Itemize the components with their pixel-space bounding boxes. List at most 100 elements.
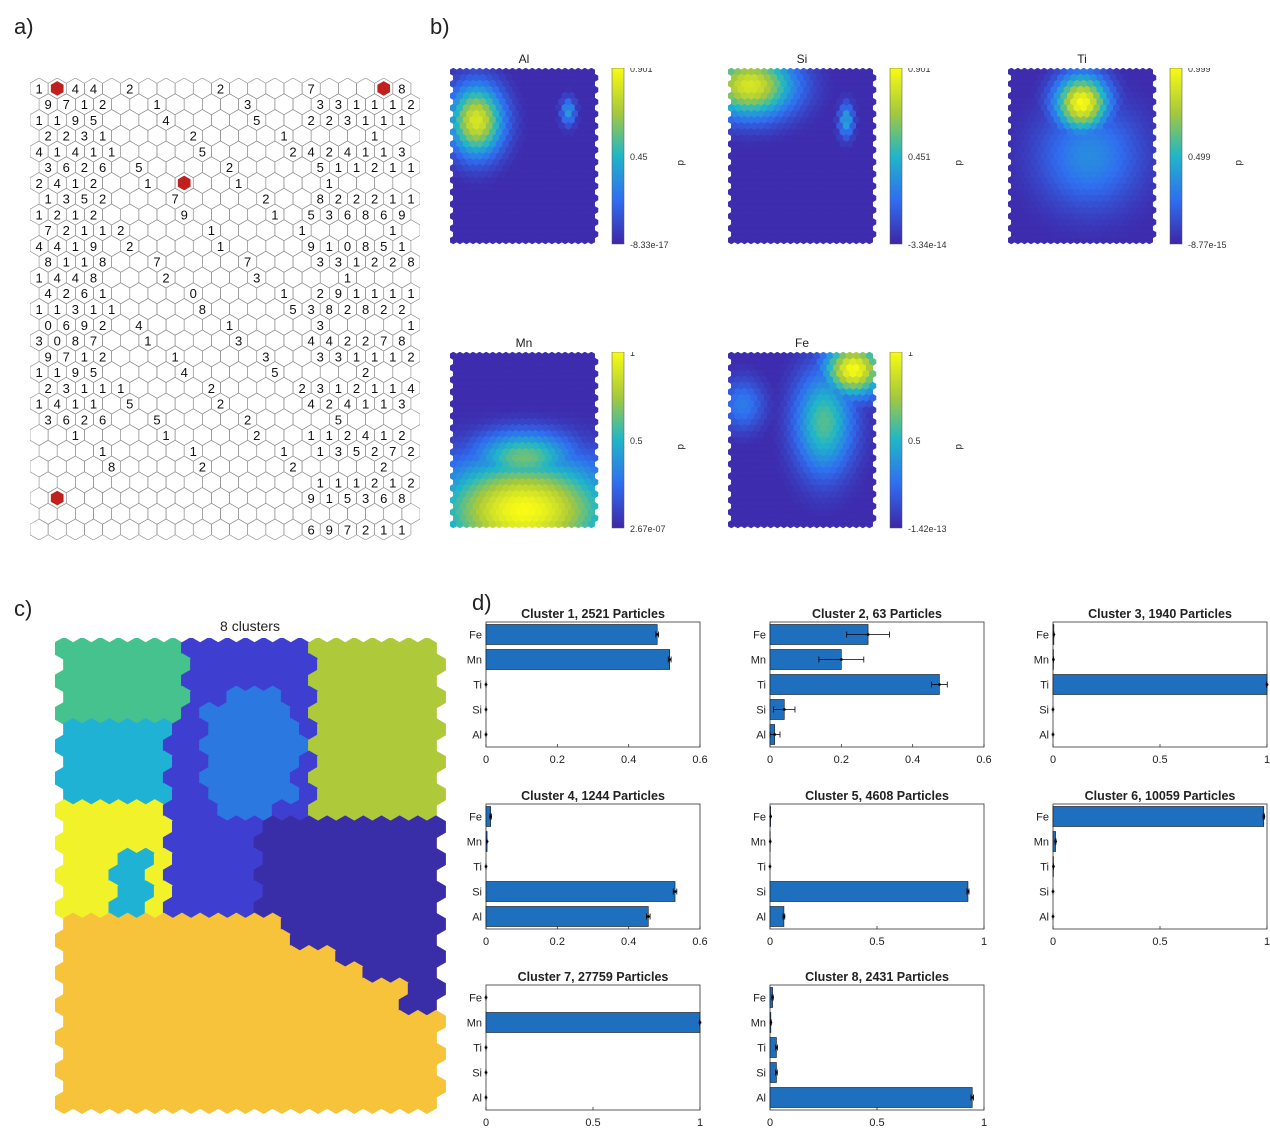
cluster-cell-c1	[144, 1058, 165, 1082]
cluster-cell-c1	[326, 1091, 347, 1115]
hit-count: 1	[389, 286, 396, 301]
hit-count: 6	[380, 207, 387, 222]
cluster-cell-c1	[235, 928, 256, 952]
cluster-cell-c2	[217, 896, 238, 920]
hex-cell	[147, 376, 167, 399]
colorbar-tick: -3.34e-14	[908, 240, 947, 250]
cluster-cell-c1	[262, 1042, 283, 1066]
panel-label-c: c)	[14, 596, 33, 621]
cluster-cell-c8	[389, 945, 410, 969]
cluster-cell-c2	[235, 669, 256, 693]
cluster-cell-c8	[380, 863, 401, 888]
cluster-cell-c1	[90, 1091, 111, 1115]
cluster-cell-c6	[398, 638, 419, 660]
hex-cell	[202, 187, 221, 210]
hex-cell	[229, 424, 248, 446]
cluster-cell-c1	[253, 1026, 274, 1050]
hex-cell	[165, 376, 185, 399]
hit-count: 9	[398, 207, 405, 222]
hex-cell	[38, 471, 58, 494]
hex-cell	[202, 282, 221, 305]
cluster-cell-c1	[144, 961, 165, 985]
cluster-cell-c2	[235, 831, 256, 855]
hex-cell	[165, 93, 185, 116]
cluster-cell-c1	[253, 993, 274, 1017]
hex-cell	[111, 282, 131, 305]
hit-count: 7	[344, 523, 351, 538]
hex-cell	[202, 156, 221, 179]
hex-cell	[192, 235, 212, 257]
hit-count: 1	[117, 381, 124, 396]
hit-count: 1	[335, 160, 342, 175]
cluster-cell-c8	[407, 945, 428, 969]
hit-count: 4	[45, 286, 52, 301]
cluster-cell-c7	[55, 896, 75, 920]
hex-cell	[138, 266, 158, 289]
cluster-cell-c8	[271, 863, 292, 888]
cluster-cell-c6	[425, 685, 446, 709]
hex-cell	[165, 124, 185, 147]
cluster-cell-c4	[153, 750, 174, 774]
cluster-cell-c6	[362, 669, 383, 693]
hit-count: 5	[335, 412, 342, 427]
cluster-cell-c8	[407, 815, 428, 839]
cluster-cell-c8	[344, 928, 365, 952]
cluster-cell-c5	[81, 685, 102, 709]
cluster-cell-c3	[253, 799, 274, 823]
cluster-cell-c8	[353, 912, 374, 936]
hex-cell	[265, 78, 285, 100]
hex-cell	[202, 93, 221, 116]
cluster-cell-c1	[153, 912, 174, 936]
cluster-cell-c1	[117, 1009, 138, 1033]
x-tick-label: 0.4	[621, 754, 636, 766]
hit-count: 1	[35, 113, 42, 128]
hit-count: 6	[63, 318, 70, 333]
cluster-cell-c6	[425, 750, 446, 774]
cluster-cell-c4	[63, 718, 84, 742]
hex-cell	[56, 439, 76, 462]
hex-cell	[338, 78, 357, 100]
category-label: Al	[756, 1093, 766, 1105]
cluster-cell-c1	[244, 1042, 265, 1066]
hex-cell	[120, 266, 140, 289]
cluster-cell-c2	[172, 782, 192, 806]
hex-cell	[256, 93, 276, 116]
cluster-cell-c1	[244, 1074, 265, 1098]
hit-count: 2	[398, 428, 405, 443]
cluster-cell-c2	[208, 685, 229, 709]
chart-title: Cluster 5, 4608 Particles	[805, 790, 949, 803]
hex-cell	[220, 408, 239, 431]
hex-cell	[102, 361, 121, 383]
cluster-cell-c8	[353, 880, 374, 904]
hit-count: 1	[35, 207, 42, 222]
hex-cell	[301, 361, 321, 383]
cluster-cell-c2	[190, 880, 211, 904]
cluster-cell-c1	[126, 1026, 147, 1050]
hit-count: 2	[362, 523, 369, 538]
cluster-cell-c6	[308, 766, 328, 790]
cluster-cell-c8	[353, 945, 374, 969]
cluster-cell-c1	[117, 912, 138, 936]
hex-cell	[192, 329, 212, 352]
cluster-cell-c1	[362, 1058, 383, 1082]
cluster-cell-c1	[398, 1091, 419, 1115]
cluster-cell-c7	[81, 847, 102, 871]
bar-al	[485, 906, 649, 927]
cluster-cell-c2	[162, 896, 183, 920]
cluster-cell-c2	[217, 863, 238, 888]
hex-cell	[111, 313, 131, 336]
hex-cell	[265, 518, 285, 540]
cluster-cell-c1	[63, 1042, 84, 1066]
cluster-cell-c1	[199, 993, 220, 1017]
hex-cell	[102, 392, 121, 415]
cluster-cell-c1	[326, 993, 347, 1017]
cluster-cell-c1	[81, 1074, 102, 1098]
hex-cell	[247, 203, 267, 226]
hit-count: 0	[344, 239, 351, 254]
hex-cell	[156, 487, 176, 509]
category-label: Mn	[1034, 655, 1049, 667]
hex-cell	[392, 518, 412, 540]
cluster-cell-c1	[289, 1091, 310, 1115]
hit-count: 1	[380, 523, 387, 538]
cluster-cell-c1	[72, 961, 93, 985]
